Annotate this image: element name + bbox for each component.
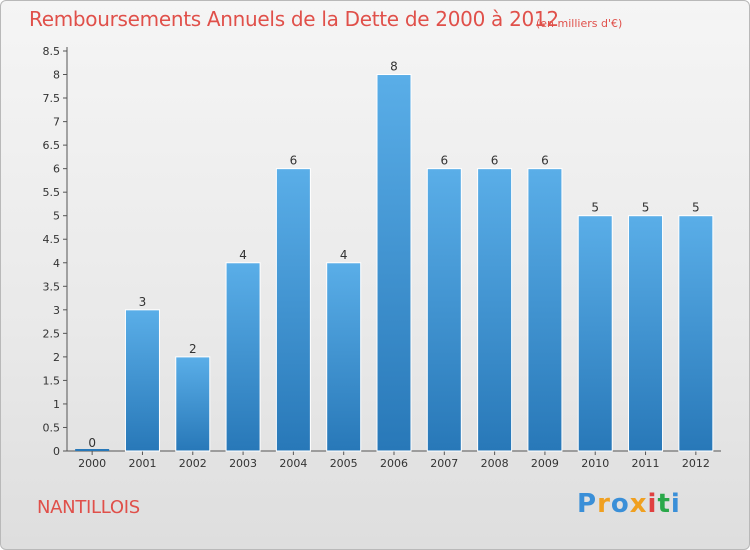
y-tick-label: 1.5 (43, 374, 61, 387)
bar-2003 (225, 262, 261, 452)
x-tick-label: 2004 (279, 457, 307, 470)
commune-name: NANTILLOIS (37, 497, 140, 518)
y-tick-label: 3 (53, 304, 60, 317)
logo-letter: i (647, 489, 658, 519)
y-tick-label: 5.5 (43, 186, 61, 199)
value-label-2010: 5 (591, 201, 599, 215)
logo-letter: P (577, 489, 598, 519)
value-label-2008: 6 (491, 154, 499, 168)
value-label-2006: 8 (390, 60, 398, 74)
value-label-2000: 0 (88, 436, 96, 450)
y-tick-label: 3.5 (43, 280, 61, 293)
x-tick-label: 2002 (179, 457, 207, 470)
value-label-2001: 3 (139, 295, 147, 309)
value-labels: 0 3 2 4 6 4 8 6 6 6 5 5 5 (88, 60, 699, 450)
bar-2010 (577, 215, 613, 452)
proxiti-logo: Proxiti (577, 489, 681, 519)
value-label-2002: 2 (189, 342, 197, 356)
x-tick-label: 2001 (128, 457, 156, 470)
value-label-2005: 4 (340, 248, 348, 262)
chart-title: Remboursements Annuels de la Dette de 20… (29, 7, 559, 31)
x-tick-label: 2005 (330, 457, 358, 470)
y-tick-label: 2 (53, 351, 60, 364)
x-tick-label: 2006 (380, 457, 408, 470)
y-tick-label: 2.5 (43, 327, 61, 340)
x-tick-label: 2008 (481, 457, 509, 470)
logo-letter: i (670, 489, 681, 519)
y-tick-label: 4.5 (43, 233, 61, 246)
logo-letter: o (610, 489, 630, 519)
bar-2012 (678, 215, 714, 452)
bar-2001 (124, 309, 160, 452)
value-label-2007: 6 (440, 154, 448, 168)
x-tick-label: 2011 (632, 457, 660, 470)
value-label-2009: 6 (541, 154, 549, 168)
value-label-2003: 4 (239, 248, 247, 262)
bar-2008 (477, 168, 513, 452)
y-tick-label: 8.5 (43, 45, 61, 58)
y-tick-label: 0.5 (43, 421, 61, 434)
bar-2006 (376, 74, 412, 452)
x-tick-label: 2009 (531, 457, 559, 470)
bar-2007 (426, 168, 462, 452)
y-tick-label: 7.5 (43, 92, 61, 105)
y-tick-label: 6.5 (43, 139, 61, 152)
x-tick-label: 2000 (78, 457, 106, 470)
logo-letter: t (657, 489, 671, 519)
y-tick-label: 1 (53, 398, 60, 411)
value-label-2011: 5 (642, 201, 650, 215)
bar-2002 (175, 356, 211, 452)
y-tick-label: 8 (53, 69, 60, 82)
y-tick-label: 7 (53, 116, 60, 129)
x-tick-label: 2003 (229, 457, 257, 470)
bar-2005 (326, 262, 362, 452)
y-axis: 0 0.5 1 1.5 2 2.5 3 3.5 4 4.5 5 5.5 6 6.5 7 7.5 8 8.5 (43, 45, 68, 458)
bar-2004 (275, 168, 311, 452)
value-label-2004: 6 (290, 154, 298, 168)
x-tick-label: 2007 (430, 457, 458, 470)
x-axis: 2000 2001 2002 2003 2004 2005 2006 2007 2008 2009… (67, 450, 721, 470)
y-tick-label: 6 (53, 163, 60, 176)
value-label-2012: 5 (692, 201, 700, 215)
x-tick-label: 2010 (581, 457, 609, 470)
logo-letter: x (629, 489, 648, 519)
bars (75, 74, 714, 452)
y-tick-label: 0 (53, 445, 60, 458)
y-tick-label: 4 (53, 257, 60, 270)
x-tick-label: 2012 (682, 457, 710, 470)
y-tick-label: 5 (53, 210, 60, 223)
logo-letter: r (597, 489, 611, 519)
bar-2011 (628, 215, 664, 452)
bar-2009 (527, 168, 563, 452)
chart-subtitle: (en milliers d'€) (536, 17, 623, 30)
